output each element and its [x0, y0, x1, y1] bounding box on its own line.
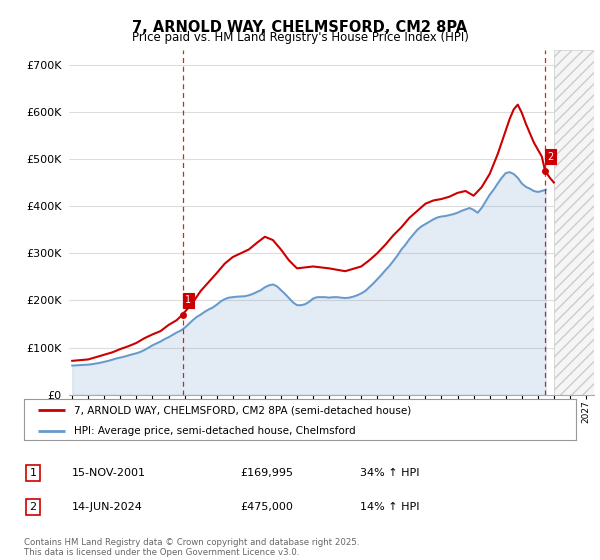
Text: HPI: Average price, semi-detached house, Chelmsford: HPI: Average price, semi-detached house,…	[74, 426, 355, 436]
Text: 7, ARNOLD WAY, CHELMSFORD, CM2 8PA: 7, ARNOLD WAY, CHELMSFORD, CM2 8PA	[133, 20, 467, 35]
Text: £169,995: £169,995	[240, 468, 293, 478]
Text: 34% ↑ HPI: 34% ↑ HPI	[360, 468, 419, 478]
Text: 1: 1	[185, 296, 191, 305]
Text: 15-NOV-2001: 15-NOV-2001	[72, 468, 146, 478]
Text: 7, ARNOLD WAY, CHELMSFORD, CM2 8PA (semi-detached house): 7, ARNOLD WAY, CHELMSFORD, CM2 8PA (semi…	[74, 405, 411, 416]
Text: 14% ↑ HPI: 14% ↑ HPI	[360, 502, 419, 512]
Text: 2: 2	[548, 152, 554, 161]
Text: 1: 1	[29, 468, 37, 478]
Text: Price paid vs. HM Land Registry's House Price Index (HPI): Price paid vs. HM Land Registry's House …	[131, 31, 469, 44]
Text: 2: 2	[29, 502, 37, 512]
Text: 14-JUN-2024: 14-JUN-2024	[72, 502, 143, 512]
Text: £475,000: £475,000	[240, 502, 293, 512]
Bar	[554, 50, 594, 395]
Text: Contains HM Land Registry data © Crown copyright and database right 2025.
This d: Contains HM Land Registry data © Crown c…	[24, 538, 359, 557]
